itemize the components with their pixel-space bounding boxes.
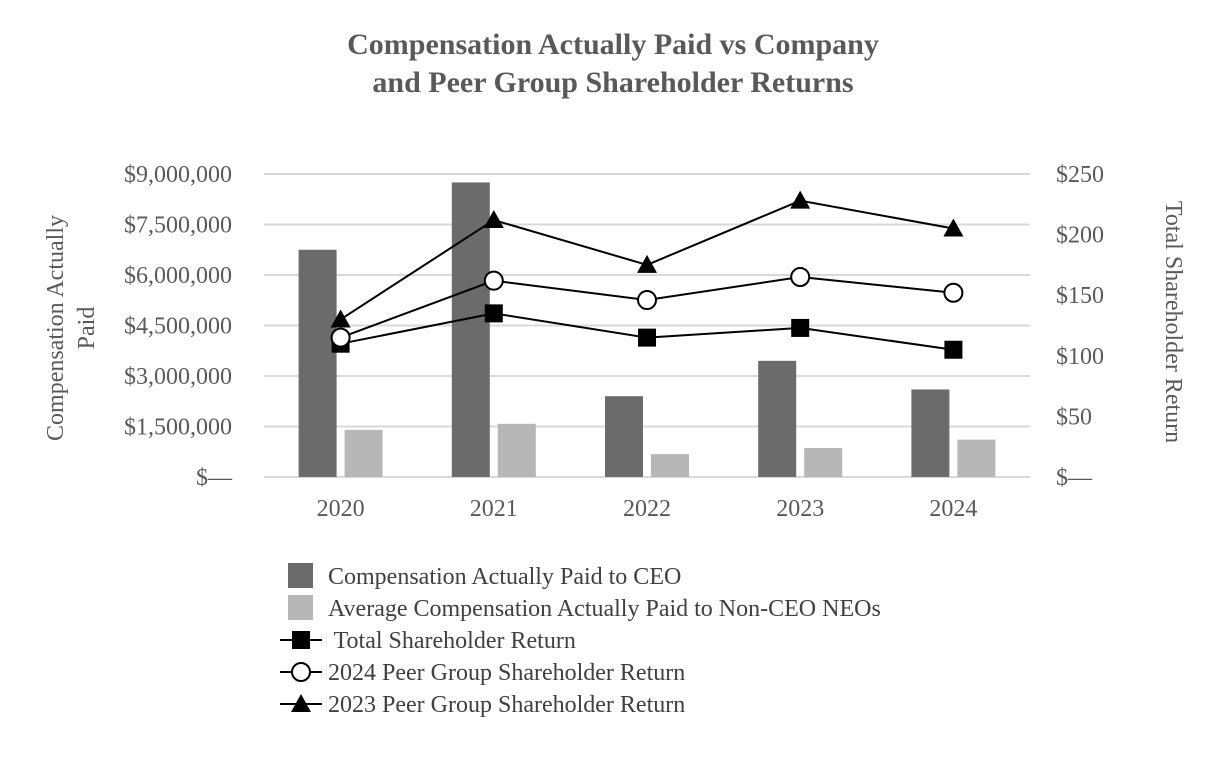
- y-right-tick-label: $250: [1056, 162, 1104, 188]
- y-left-tick-label: $1,500,000: [124, 415, 232, 441]
- bar-ceo: [758, 360, 797, 477]
- point-marker-circle: [943, 282, 964, 303]
- bar-neo: [957, 439, 996, 477]
- chart-title-line-2: and Peer Group Shareholder Returns: [372, 66, 853, 99]
- legend-label-peer-2023: 2023 Peer Group Shareholder Return: [328, 692, 685, 718]
- y-left-tick-label: $6,000,000: [124, 263, 232, 289]
- y-right-tick-label: $100: [1056, 344, 1104, 370]
- point-marker-square: [791, 318, 810, 337]
- y-left-tick-label: $9,000,000: [124, 162, 232, 188]
- point-marker-square: [944, 340, 963, 359]
- legend-swatch-neo: [288, 595, 313, 620]
- bar-ceo: [298, 249, 337, 477]
- legend-label-neo: Average Compensation Actually Paid to No…: [328, 596, 881, 622]
- legend-swatch-ceo: [288, 563, 313, 588]
- legend-label-ceo: Compensation Actually Paid to CEO: [328, 564, 681, 590]
- point-marker-triangle: [483, 210, 504, 229]
- x-tick-label: 2024: [929, 496, 977, 522]
- legend-marker-triangle-icon: [291, 694, 311, 712]
- bar-ceo: [605, 396, 643, 477]
- chart-title-line-1: Compensation Actually Paid vs Company: [347, 28, 879, 61]
- point-marker-circle: [637, 290, 657, 311]
- x-tick-label: 2023: [776, 496, 824, 522]
- y-right-tick-label: $50: [1056, 404, 1092, 430]
- x-ticks: 2020 2021 2022 2023 2024: [317, 496, 978, 522]
- bar-neo: [651, 454, 689, 477]
- point-marker-triangle: [330, 309, 351, 328]
- y-left-ticks: $— $1,500,000 $3,000,000 $4,500,000 $6,000,0…: [124, 162, 233, 491]
- point-marker-square: [484, 304, 503, 323]
- y-right-tick-label: $200: [1056, 223, 1104, 249]
- y-left-tick-label: $7,500,000: [124, 213, 232, 239]
- y-right-axis-label: Total Shareholder Return: [1160, 201, 1186, 443]
- y-right-tick-label: $—: [1056, 465, 1093, 491]
- x-tick-label: 2020: [317, 496, 365, 522]
- x-tick-label: 2021: [470, 496, 518, 522]
- point-marker-triangle: [637, 254, 657, 273]
- y-left-axis-label-line-1: Compensation Actually: [43, 215, 69, 441]
- y-left-tick-label: $—: [196, 465, 233, 491]
- legend: Compensation Actually Paid to CEO Averag…: [280, 563, 881, 718]
- point-marker-circle: [483, 270, 504, 291]
- legend-marker-circle-icon: [291, 662, 311, 682]
- y-left-tick-label: $4,500,000: [124, 314, 232, 340]
- bars: [298, 182, 996, 477]
- legend-label-peer-2024: 2024 Peer Group Shareholder Return: [328, 660, 685, 686]
- y-left-tick-label: $3,000,000: [124, 364, 232, 390]
- bar-neo: [804, 448, 843, 477]
- point-marker-square: [638, 328, 656, 347]
- lines: [330, 190, 964, 359]
- point-marker-triangle: [943, 218, 964, 237]
- legend-label-tsr: Total Shareholder Return: [328, 628, 576, 654]
- legend-marker-square-icon: [292, 631, 310, 649]
- bar-neo: [344, 429, 383, 477]
- point-marker-circle: [790, 267, 811, 288]
- y-left-axis-label-line-2: Paid: [74, 307, 100, 350]
- y-right-ticks: $— $50 $100 $150 $200 $250: [1056, 162, 1104, 491]
- gridlines: [264, 173, 1030, 478]
- x-tick-label: 2022: [623, 496, 671, 522]
- bar-ceo: [451, 182, 490, 477]
- point-marker-triangle: [790, 190, 811, 209]
- y-right-tick-label: $150: [1056, 283, 1104, 309]
- point-marker-circle: [330, 327, 351, 348]
- bar-neo: [497, 423, 536, 477]
- bar-ceo: [911, 389, 950, 477]
